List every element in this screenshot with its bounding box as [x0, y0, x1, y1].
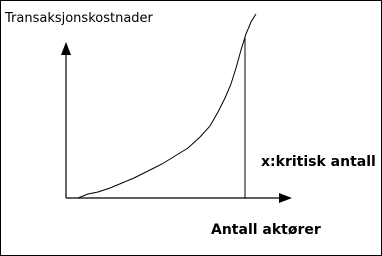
critical-label: x:kritisk antall [261, 154, 376, 170]
y-axis-arrow [61, 42, 71, 55]
x-axis-arrow [279, 193, 292, 203]
y-axis-label: Transaksjonskostnader [4, 11, 154, 26]
x-axis-label: Antall aktører [211, 222, 321, 238]
cost-curve [77, 13, 257, 199]
